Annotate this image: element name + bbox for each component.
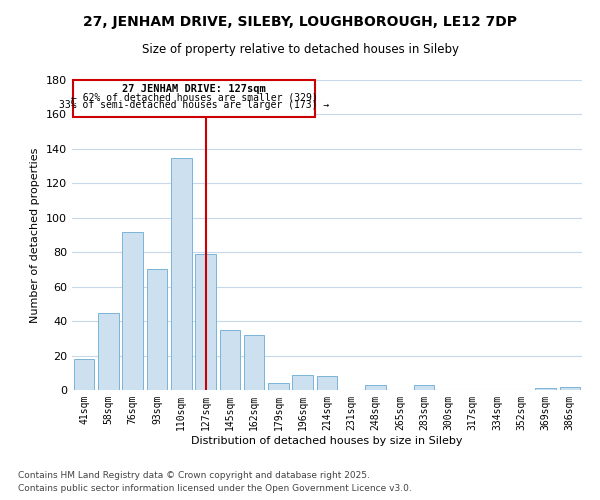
Y-axis label: Number of detached properties: Number of detached properties bbox=[31, 148, 40, 322]
Text: ← 62% of detached houses are smaller (329): ← 62% of detached houses are smaller (32… bbox=[71, 92, 317, 102]
Bar bbox=[146, 270, 167, 390]
Bar bbox=[122, 232, 143, 390]
Bar bbox=[414, 385, 434, 390]
Bar bbox=[317, 376, 337, 390]
FancyBboxPatch shape bbox=[73, 80, 315, 117]
Bar bbox=[98, 312, 119, 390]
X-axis label: Distribution of detached houses by size in Sileby: Distribution of detached houses by size … bbox=[191, 436, 463, 446]
Bar bbox=[74, 359, 94, 390]
Text: 27 JENHAM DRIVE: 127sqm: 27 JENHAM DRIVE: 127sqm bbox=[122, 84, 266, 94]
Bar bbox=[560, 386, 580, 390]
Bar bbox=[535, 388, 556, 390]
Text: Contains HM Land Registry data © Crown copyright and database right 2025.: Contains HM Land Registry data © Crown c… bbox=[18, 470, 370, 480]
Bar bbox=[195, 254, 216, 390]
Bar bbox=[220, 330, 240, 390]
Bar bbox=[292, 374, 313, 390]
Bar bbox=[171, 158, 191, 390]
Bar bbox=[268, 383, 289, 390]
Text: Size of property relative to detached houses in Sileby: Size of property relative to detached ho… bbox=[142, 42, 458, 56]
Text: 33% of semi-detached houses are larger (173) →: 33% of semi-detached houses are larger (… bbox=[59, 100, 329, 110]
Text: Contains public sector information licensed under the Open Government Licence v3: Contains public sector information licen… bbox=[18, 484, 412, 493]
Bar bbox=[244, 335, 265, 390]
Text: 27, JENHAM DRIVE, SILEBY, LOUGHBOROUGH, LE12 7DP: 27, JENHAM DRIVE, SILEBY, LOUGHBOROUGH, … bbox=[83, 15, 517, 29]
Bar bbox=[365, 385, 386, 390]
